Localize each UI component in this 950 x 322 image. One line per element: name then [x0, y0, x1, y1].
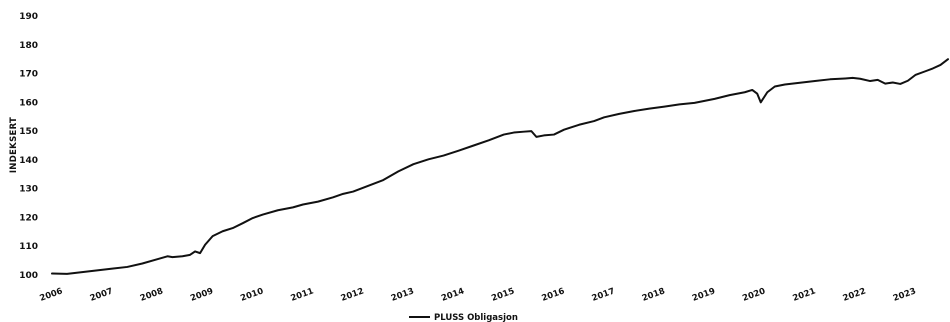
- x-tick-label: 2022: [842, 286, 868, 304]
- x-axis-ticks: 2006 2007 2008 2009 2010 2011 2012 2013 2014 2015…: [38, 286, 917, 304]
- x-tick-label: 2019: [691, 286, 717, 304]
- x-tick-label: 2008: [139, 286, 165, 304]
- y-tick-label: 150: [19, 127, 38, 137]
- y-tick-label: 190: [19, 12, 38, 22]
- x-tick-label: 2016: [540, 286, 566, 304]
- series-line-0: [51, 58, 949, 275]
- x-tick-label: 2006: [38, 286, 64, 304]
- x-tick-label: 2018: [641, 286, 667, 304]
- x-tick-label: 2014: [440, 286, 466, 304]
- x-tick-label: 2023: [892, 286, 918, 304]
- series-layer: [51, 58, 949, 275]
- x-tick-label: 2011: [289, 286, 315, 304]
- y-axis-ticks: 100 110 120 130 140 150 160 170 180 190: [19, 12, 38, 281]
- x-tick-label: 2021: [791, 286, 817, 304]
- x-tick-label: 2012: [340, 286, 366, 304]
- y-tick-label: 160: [19, 98, 38, 108]
- x-tick-label: 2010: [239, 286, 265, 304]
- y-tick-label: 120: [19, 213, 38, 223]
- x-tick-label: 2013: [390, 286, 416, 304]
- x-tick-label: 2017: [591, 286, 617, 304]
- y-tick-label: 110: [19, 242, 38, 252]
- y-tick-label: 180: [19, 41, 38, 51]
- y-tick-label: 140: [19, 156, 38, 166]
- y-tick-label: 100: [19, 271, 38, 281]
- y-axis-title: INDEKSERT: [9, 117, 19, 173]
- y-tick-label: 130: [19, 185, 38, 195]
- x-tick-label: 2007: [89, 286, 115, 304]
- y-tick-label: 170: [19, 70, 38, 80]
- x-tick-label: 2015: [490, 286, 516, 304]
- legend-label: PLUSS Obligasjon: [434, 313, 518, 322]
- legend: PLUSS Obligasjon: [409, 313, 518, 322]
- x-tick-label: 2020: [741, 286, 767, 304]
- x-tick-label: 2009: [189, 286, 215, 304]
